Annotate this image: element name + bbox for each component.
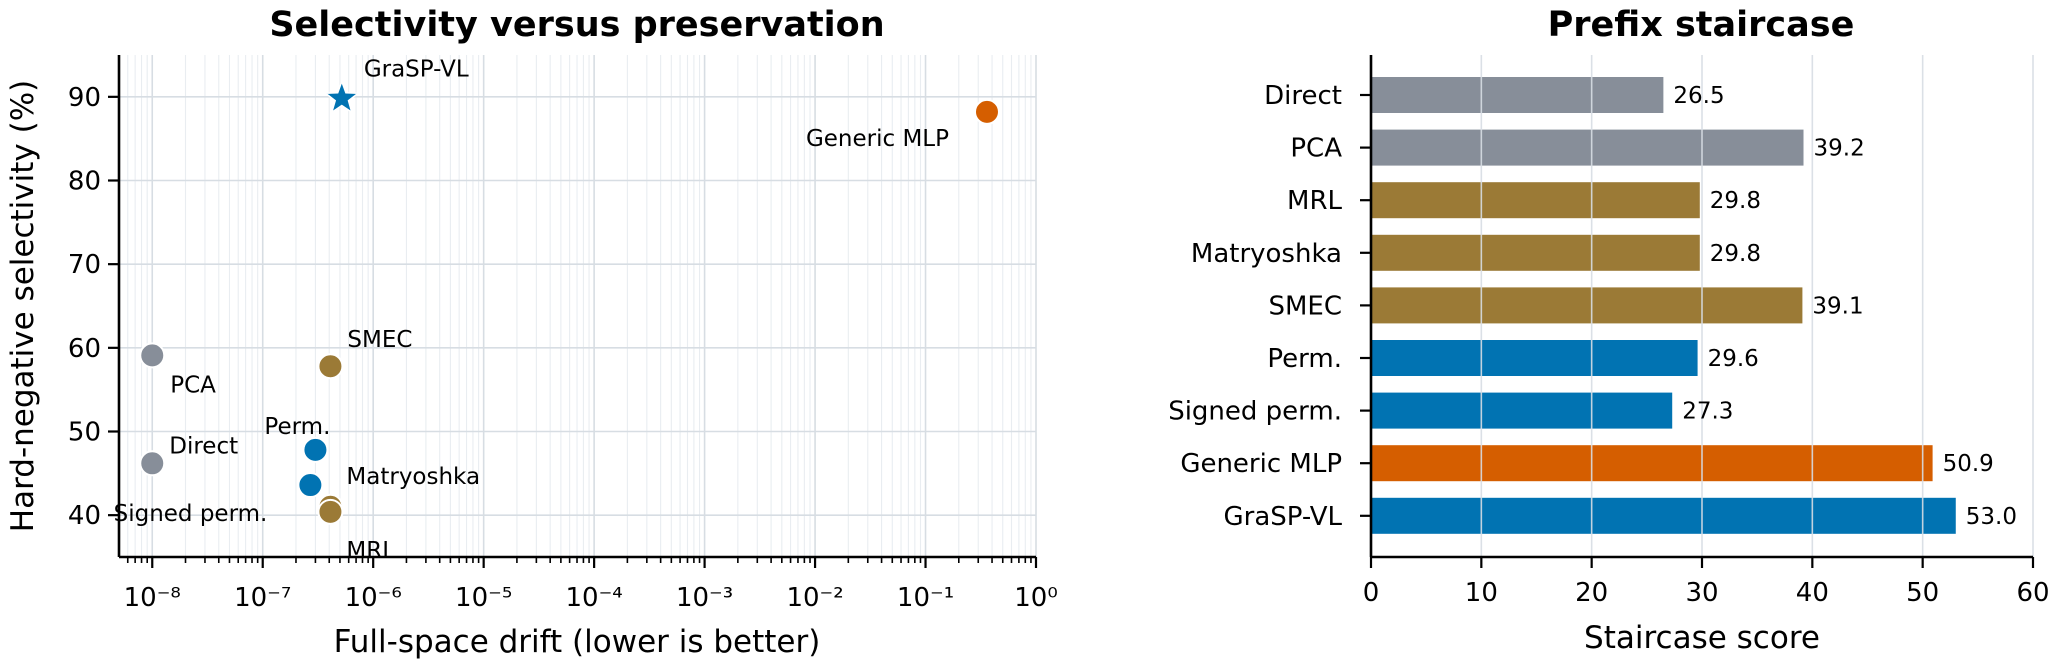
bar-category-label: SMEC xyxy=(1268,291,1342,321)
scatter-x-tick-label: 10⁻¹ xyxy=(897,583,954,613)
bar xyxy=(1371,234,1700,271)
scatter-point xyxy=(317,353,344,380)
bar-category-label: MRL xyxy=(1287,186,1342,216)
bar-category-label: Perm. xyxy=(1267,344,1342,374)
bar-value-label: 29.8 xyxy=(1710,241,1761,267)
bar-value-label: 39.2 xyxy=(1814,136,1865,162)
bar-category-labels: Direct PCA MRL Matryoshka SMEC Perm. Signed pe… xyxy=(1168,81,1371,532)
scatter-y-ticks: 40 50 60 70 80 90 xyxy=(68,83,119,531)
bar xyxy=(1371,392,1673,429)
scatter-x-tick-label: 10⁻⁴ xyxy=(566,583,623,613)
bar-x-tick-label: 40 xyxy=(1796,578,1829,608)
bar-x-tick-label: 30 xyxy=(1685,578,1718,608)
bar xyxy=(1371,287,1803,324)
bar xyxy=(1371,129,1804,166)
scatter-point-label: PCA xyxy=(170,372,216,398)
bar-category-label: Direct xyxy=(1264,81,1342,111)
scatter-point xyxy=(139,342,166,369)
bar-value-label: 50.9 xyxy=(1943,451,1994,477)
scatter-y-tick-label: 50 xyxy=(68,418,101,448)
scatter-point-label: Signed perm. xyxy=(114,501,268,527)
scatter-point xyxy=(297,472,324,499)
bar xyxy=(1371,182,1700,219)
scatter-point-label: Perm. xyxy=(264,414,330,440)
bar-x-tick-label: 60 xyxy=(2016,578,2049,608)
bar-grid xyxy=(1480,55,2034,557)
scatter-y-tick-label: 80 xyxy=(68,167,101,197)
scatter-panel: Selectivity versus preservation GraSP-VL… xyxy=(5,5,1058,660)
bar-x-tick-label: 0 xyxy=(1363,578,1380,608)
bar xyxy=(1371,497,1956,534)
scatter-point-label: SMEC xyxy=(347,327,412,353)
scatter-title: Selectivity versus preservation xyxy=(269,5,884,45)
scatter-point-label: Matryoshka xyxy=(346,464,480,490)
scatter-point-star xyxy=(323,79,361,115)
scatter-y-label: Hard-negative selectivity (%) xyxy=(5,80,41,532)
bar-category-label: Matryoshka xyxy=(1191,239,1342,269)
scatter-points xyxy=(139,79,1000,525)
bar-x-tick-label: 50 xyxy=(1906,578,1939,608)
scatter-x-tick-label: 10⁻⁸ xyxy=(124,583,181,613)
scatter-x-tick-label: 10⁻³ xyxy=(676,583,733,613)
scatter-y-tick-label: 60 xyxy=(68,334,101,364)
scatter-x-tick-label: 10⁻⁷ xyxy=(234,583,291,613)
bar-category-label: PCA xyxy=(1290,134,1342,164)
scatter-x-label: Full-space drift (lower is better) xyxy=(334,624,821,660)
scatter-point xyxy=(317,498,344,525)
scatter-x-tick-label: 10⁻⁶ xyxy=(345,583,402,613)
bar-x-tick-label: 20 xyxy=(1575,578,1608,608)
bar-category-label: GraSP-VL xyxy=(1223,502,1342,532)
scatter-x-tick-label: 10⁻⁵ xyxy=(455,583,512,613)
bar-value-label: 29.6 xyxy=(1708,346,1759,372)
bar-category-label: Signed perm. xyxy=(1168,397,1342,427)
bar xyxy=(1371,445,1933,482)
bar-panel: Prefix staircase 26.5 39.2 29.8 29.8 39.1 29.… xyxy=(1168,5,2049,656)
bar-value-label: 53.0 xyxy=(1966,504,2017,530)
scatter-annotations: GraSP-VL Generic MLP PCA SMEC Perm. Direct Sig… xyxy=(114,57,949,564)
bar-series xyxy=(1371,77,1956,534)
bar-value-label: 27.3 xyxy=(1682,399,1733,425)
scatter-x-ticks: 10⁻⁸ 10⁻⁷ 10⁻⁶ 10⁻⁵ 10⁻⁴ 10⁻³ 10⁻² 10⁻¹ 10⁰ xyxy=(124,557,1058,613)
scatter-y-tick-label: 70 xyxy=(68,250,101,280)
bar-value-label: 39.1 xyxy=(1812,293,1863,319)
scatter-point xyxy=(139,450,166,477)
bar-title: Prefix staircase xyxy=(1548,5,1855,45)
bar-x-tick-label: 10 xyxy=(1465,578,1498,608)
bar-value-label: 26.5 xyxy=(1673,83,1724,109)
scatter-y-tick-label: 90 xyxy=(68,83,101,113)
bar-x-label: Staircase score xyxy=(1584,620,1820,656)
scatter-point-label: Generic MLP xyxy=(806,126,949,152)
scatter-point xyxy=(302,436,329,463)
scatter-point xyxy=(973,98,1000,125)
scatter-point-label: GraSP-VL xyxy=(364,57,469,83)
bar xyxy=(1371,340,1698,376)
bar-value-labels: 26.5 39.2 29.8 29.8 39.1 29.6 27.3 50.9 53.0 xyxy=(1673,83,2017,530)
bar-value-label: 29.8 xyxy=(1710,188,1761,214)
scatter-y-tick-label: 40 xyxy=(68,501,101,531)
scatter-x-tick-label: 10⁰ xyxy=(1014,583,1058,613)
bar xyxy=(1371,77,1664,113)
scatter-x-tick-label: 10⁻² xyxy=(786,583,843,613)
bar-x-ticks: 0 10 20 30 40 50 60 xyxy=(1363,557,2050,608)
scatter-point-label: Direct xyxy=(169,433,238,459)
bar-category-label: Generic MLP xyxy=(1180,449,1342,479)
scatter-point-label: MRL xyxy=(346,538,395,564)
